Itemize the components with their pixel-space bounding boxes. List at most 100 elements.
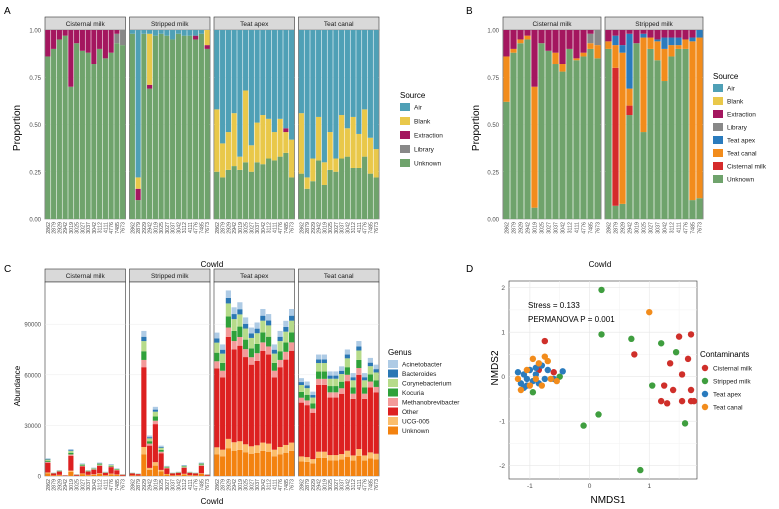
panel-c-bar-stripped-milk-2942-ucg-005 <box>147 467 153 470</box>
panel-c-bar-teat-canal-2929-corynebacterium <box>310 397 316 404</box>
panel-d-legend-label-cisternal-milk: Cisternal milk <box>713 366 753 373</box>
panel-d-point-teat-apex-0 <box>514 369 522 376</box>
panel-c-bar-stripped-milk-2942-methanobrevibacter <box>147 443 153 446</box>
panel-c-bar-teat-canal-3027-corynebacterium <box>333 378 339 387</box>
panel-c-bar-teat-apex-3019-corynebacterium <box>237 314 243 327</box>
panel-a-bar-teat-canal-4776-blank <box>362 109 368 157</box>
panel-c-bar-teat-canal-3025-ucg-005 <box>327 455 333 461</box>
panel-a-bar-stripped-milk-4776-air <box>193 30 199 36</box>
panel-a-xtick-teat-apex-3042: 3042 <box>261 222 267 234</box>
panel-b-bar-stripped-milk-2879-cisternal-milk <box>612 67 619 206</box>
panel-a-legend-label-library: Library <box>414 147 435 154</box>
panel-b-bar-cisternal-milk-3019-unknown <box>531 207 538 219</box>
panel-c-bar-teat-apex-3042-methanobrevibacter <box>260 342 266 351</box>
panel-a-bar-teat-canal-3042-unknown <box>344 156 350 219</box>
panel-c-bar-stripped-milk-3112-kocuria <box>181 466 187 468</box>
panel-b-bar-stripped-milk-3027-unknown <box>647 48 654 220</box>
panel-a-bar-teat-canal-2862-unknown <box>298 173 304 219</box>
panel-c-bar-cisternal-milk-3027-acinetobacter <box>79 463 85 464</box>
panel-d-point-teat-canal-10 <box>646 308 653 316</box>
panel-c-bar-teat-canal-3019-acinetobacter <box>321 354 327 360</box>
panel-a-xtick-teat-apex-3025: 3025 <box>244 222 250 234</box>
panel-c-bar-teat-canal-3112-other <box>350 398 356 456</box>
panel-c-bar-cisternal-milk-7485-corynebacterium <box>114 468 120 470</box>
panel-a-bar-teat-apex-3027-air <box>248 30 254 146</box>
panel-c-bar-stripped-milk-2942-unknown-genus <box>147 469 153 476</box>
panel-c-bar-stripped-milk-2929-methanobrevibacter <box>141 359 147 368</box>
panel-a-xtick-stripped-milk-3112: 3112 <box>182 222 188 233</box>
panel-b-legend-key-extraction <box>713 110 723 118</box>
panel-a-bar-cisternal-milk-2879-unknown <box>51 48 57 220</box>
panel-a-xtick-teat-canal-3112: 3112 <box>351 222 357 233</box>
panel-c-bar-stripped-milk-4111-unknown-genus <box>187 475 193 476</box>
panel-c-xtick-cisternal-milk-3027: 3027 <box>80 479 86 491</box>
panel-a-bar-cisternal-milk-4776-extraction <box>108 30 114 53</box>
panel-c-bar-cisternal-milk-2862-bacteroides <box>45 458 51 460</box>
panel-c-xtick-cisternal-milk-2862: 2862 <box>46 479 52 491</box>
panel-d-point-cisternal-milk-9 <box>669 386 677 394</box>
panel-c-bar-teat-apex-3112-bacteroides <box>266 320 272 326</box>
panel-c-legend-label-other: Other <box>402 409 419 416</box>
panel-a-bar-cisternal-milk-7673-unknown <box>120 45 126 220</box>
panel-c-legend-label-corynebacterium: Corynebacterium <box>402 381 452 388</box>
panel-b-legend-label-teat-canal: Teat canal <box>727 151 757 158</box>
panel-c-bar-teat-apex-7673-unknown-genus <box>289 450 295 476</box>
panel-c-bar-teat-apex-3037-other <box>254 360 260 446</box>
panel-c-bar-stripped-milk-3037-unknown-genus <box>170 475 176 476</box>
panel-a-legend-label-blank: Blank <box>414 119 431 126</box>
panel-b-bar-cisternal-milk-7485-extraction <box>587 30 594 34</box>
panel-b-xtick-stripped-milk-2862: 2862 <box>607 222 613 234</box>
panel-c-bar-teat-canal-2879-kocuria <box>304 394 310 401</box>
panel-a-xtick-cisternal-milk-4111: 4111 <box>103 222 109 233</box>
panel-c-bar-teat-canal-2942-bacteroides <box>316 359 322 364</box>
panel-c-bar-teat-canal-4776-methanobrevibacter <box>362 393 368 399</box>
panel-c-bar-cisternal-milk-3025-other <box>74 474 80 476</box>
panel-c-bar-teat-canal-7485-kocuria <box>367 374 373 382</box>
panel-a-xtick-stripped-milk-3027: 3027 <box>165 222 171 234</box>
panel-c-bar-teat-apex-3019-kocuria <box>237 326 243 337</box>
panel-c-bar-stripped-milk-2942-corynebacterium <box>147 438 153 442</box>
panel-c-bar-teat-apex-7485-other <box>283 359 289 445</box>
panel-a-bar-teat-apex-2879-unknown <box>220 177 226 219</box>
panel-c-bar-cisternal-milk-2862-acinetobacter <box>45 458 51 459</box>
panel-c-bar-teat-apex-3037-ucg-005 <box>254 445 260 453</box>
panel-a-xtick-cisternal-milk-2862: 2862 <box>46 222 52 234</box>
panel-c-bar-teat-apex-3037-corynebacterium <box>254 333 260 344</box>
panel-c-bar-teat-apex-7485-bacteroides <box>283 327 289 332</box>
panel-b-ytick-2: 0.50 <box>487 123 499 129</box>
panel-c-bar-teat-canal-2879-ucg-005 <box>304 457 310 462</box>
panel-c-bar-teat-canal-2879-methanobrevibacter <box>304 400 310 406</box>
panel-a-xtick-teat-canal-4776: 4776 <box>363 222 369 234</box>
panel-c-bar-teat-apex-7673-methanobrevibacter <box>289 342 295 351</box>
panel-a-xtick-teat-canal-7673: 7673 <box>374 222 380 234</box>
panel-a-bar-cisternal-milk-4111-unknown <box>102 58 108 219</box>
panel-c-xtick-cisternal-milk-2879: 2879 <box>52 479 58 491</box>
panel-a-bar-teat-apex-7485-extraction <box>283 128 289 133</box>
panel-c-bar-teat-canal-2942-corynebacterium <box>316 363 322 372</box>
panel-c-xtick-cisternal-milk-3042: 3042 <box>92 479 98 491</box>
panel-b-bar-stripped-milk-2862-teat-canal <box>605 41 612 49</box>
panel-d-point-stripped-milk-0 <box>598 286 605 294</box>
panel-a-bar-teat-canal-3042-air <box>344 30 350 129</box>
panel-c-bar-teat-canal-7673-methanobrevibacter <box>373 386 379 393</box>
panel-c-bar-teat-apex-3027-unknown-genus <box>248 453 254 476</box>
panel-c-bar-stripped-milk-3027-kocuria <box>164 467 170 468</box>
panel-a-xtick-teat-canal-3042: 3042 <box>345 222 351 234</box>
panel-c-bar-teat-canal-3037-methanobrevibacter <box>339 388 345 394</box>
panel-b-xtick-cisternal-milk-7485: 7485 <box>589 222 595 234</box>
panel-a-bar-teat-apex-2942-blank <box>231 113 237 167</box>
panel-b-bar-stripped-milk-4776-unknown <box>682 48 689 220</box>
panel-b-bar-stripped-milk-3037-unknown <box>654 60 661 219</box>
panel-a-bar-teat-apex-2942-unknown <box>231 166 237 219</box>
panel-c-xtick-teat-canal-3019: 3019 <box>322 479 328 491</box>
panel-a-xtick-teat-canal-2862: 2862 <box>299 222 305 234</box>
panel-c-xtick-cisternal-milk-4776: 4776 <box>109 479 115 491</box>
panel-b-bar-stripped-milk-7485-unknown <box>689 200 696 219</box>
panel-c-bar-cisternal-milk-3027-methanobrevibacter <box>79 465 85 467</box>
panel-c-bar-cisternal-milk-3112-other <box>97 465 103 474</box>
panel-c-bar-teat-apex-2862-unknown-genus <box>214 454 220 476</box>
panel-c-legend-key-corynebacterium <box>388 379 398 387</box>
panel-c-bar-cisternal-milk-3027-ucg-005 <box>79 473 85 475</box>
panel-c-legend-label-acinetobacter: Acinetobacter <box>402 362 443 369</box>
panel-c-bar-teat-canal-3027-other <box>333 397 339 456</box>
